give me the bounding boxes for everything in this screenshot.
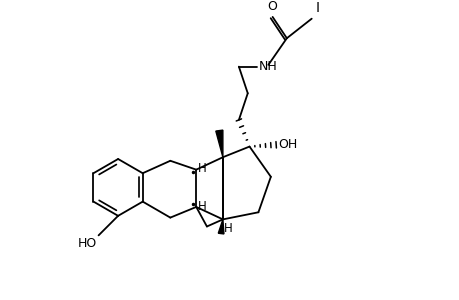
Text: H: H: [197, 162, 206, 176]
Polygon shape: [218, 219, 224, 234]
Polygon shape: [215, 130, 223, 157]
Text: H: H: [224, 222, 233, 235]
Text: I: I: [314, 1, 319, 15]
Text: OH: OH: [277, 138, 297, 151]
Text: HO: HO: [78, 237, 96, 250]
Text: O: O: [266, 0, 276, 14]
Text: NH: NH: [258, 60, 277, 73]
Text: H: H: [197, 200, 206, 213]
